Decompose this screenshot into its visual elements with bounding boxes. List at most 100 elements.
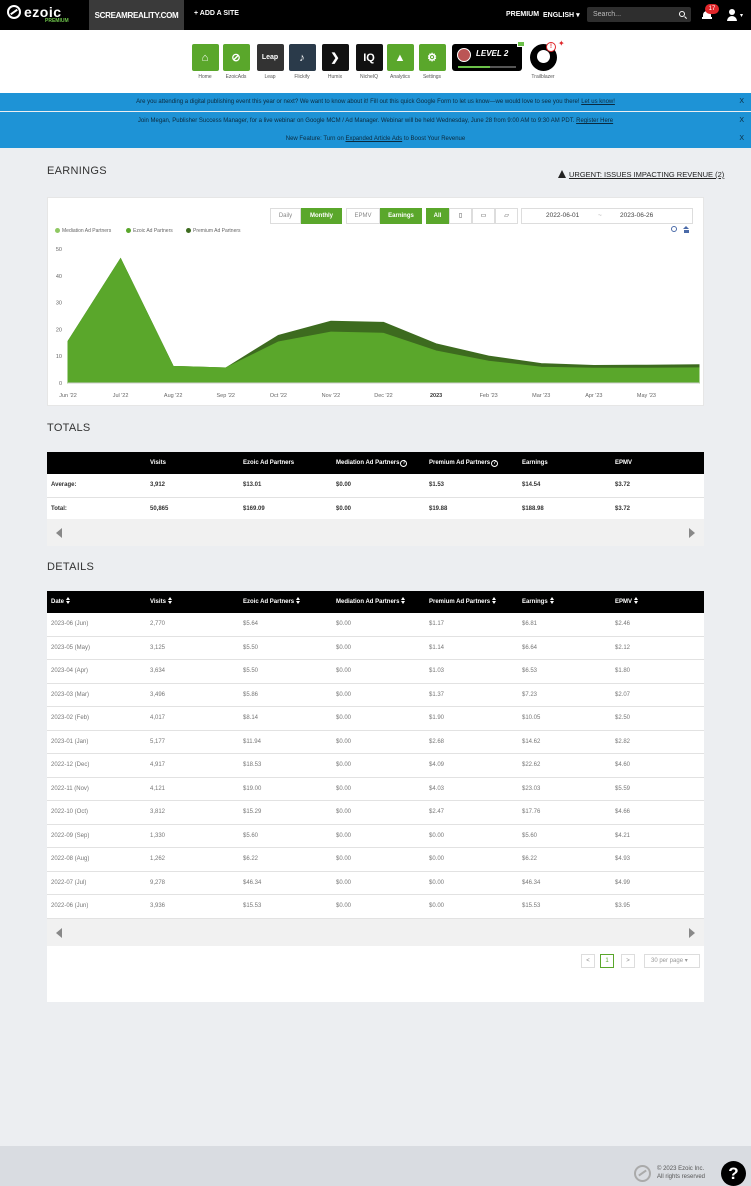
search-input[interactable]: Search... [587,7,691,22]
sort-icon[interactable] [66,597,71,604]
ezoicads-icon: ⊘ [222,44,250,71]
banner-link[interactable]: Register Here [576,118,614,124]
close-icon[interactable]: X [739,135,744,142]
user-menu-chevron-icon[interactable]: ▾ [740,13,744,19]
sort-icon[interactable] [492,597,497,604]
banner-text: Join Megan, Publisher Success Manager, f… [137,118,577,124]
table-cell: $5.64 [243,621,259,627]
table-cell: $0.00 [336,668,352,674]
app-flickify[interactable]: ♪ Flickify [288,44,316,80]
search-icon[interactable] [679,11,685,17]
column-header-label: Premium Ad Partners [429,460,491,466]
legend-swatch [186,228,191,233]
trailblazer-alert-icon: ! [546,42,556,52]
notifications-bell-icon[interactable] [702,9,712,20]
table-cell: $6.53 [522,668,538,674]
close-icon[interactable]: X [739,98,744,105]
help-icon[interactable]: ? [491,460,499,467]
ezoic-logo[interactable]: ezoic [7,5,62,19]
totals-table: Visits Ezoic Ad Partners Mediation Ad Part… [47,452,704,546]
table-row: 2023-02 (Feb) 4,017 $8.14 $0.00 $1.90 $10.05 $… [47,707,704,731]
sort-icon[interactable] [634,597,639,604]
add-site-link[interactable]: + ADD A SITE [194,10,239,17]
scroll-right-icon[interactable] [689,528,695,538]
app-nicheiq[interactable]: IQ NicheIQ [355,44,383,80]
language-selector[interactable]: ENGLISH ▾ [543,11,580,19]
help-icon[interactable]: ? [400,460,408,467]
date-range-picker[interactable]: 2022-06-01 ~ 2023-06-26 [521,208,693,224]
device-all[interactable]: All [426,208,449,224]
trailblazer-app[interactable]: Trailblazer [528,44,558,80]
column-header[interactable]: Date [51,591,71,613]
column-header-label: Mediation Ad Partners [336,460,400,466]
legend-item[interactable]: Mediation Ad Partners [55,228,111,234]
sort-icon[interactable] [296,597,301,604]
help-button[interactable]: ? [721,1161,746,1186]
app-settings[interactable]: ⚙ Settings [418,44,446,80]
table-row: 2023-04 (Apr) 3,634 $5.50 $0.00 $1.03 $6.53 $1… [47,660,704,684]
table-cell: $0.00 [336,785,352,792]
app-analytics[interactable]: ▲ Analytics [386,44,414,80]
urgent-issues-link[interactable]: URGENT: ISSUES IMPACTING REVENUE (2) [558,170,724,179]
pager-next-button[interactable]: > [621,954,635,968]
zoom-icon[interactable] [671,226,677,232]
close-icon[interactable]: X [739,117,744,124]
mail-icon[interactable] [517,41,525,47]
column-header[interactable]: Mediation Ad Partners [336,591,406,613]
app-ezoicads[interactable]: ⊘ EzoicAds [222,44,250,80]
table-cell: $1.53 [429,482,445,488]
sort-icon[interactable] [549,597,555,604]
scroll-left-icon[interactable] [56,528,62,538]
column-header[interactable]: Premium Ad Partners [429,591,497,613]
app-home[interactable]: ⌂ Home [191,44,219,80]
column-header-label: Ezoic Ad Partners [243,599,295,605]
table-cell: $4.60 [615,762,631,768]
legend-item[interactable]: Ezoic Ad Partners [126,228,173,234]
pager-page-1[interactable]: 1 [600,954,614,968]
table-cell: $0.00 [336,879,352,886]
device-tablet-icon[interactable]: ▭ [472,208,495,224]
banner-link[interactable]: Expanded Article Ads [345,136,403,142]
date-from: 2022-06-01 [546,212,580,219]
device-desktop-icon[interactable]: ▱ [495,208,518,224]
per-page-select[interactable]: 30 per page ▾ [644,954,700,968]
toggle-monthly[interactable]: Monthly [301,208,342,224]
totals-scrollbar[interactable] [47,519,704,546]
column-header: Earnings [522,452,548,474]
details-scrollbar[interactable] [47,919,704,946]
sort-icon[interactable] [167,597,173,604]
column-header[interactable]: EPMV [615,591,639,613]
table-cell: $0.00 [336,903,352,909]
table-cell: 2023-05 (May) [51,644,91,651]
premium-link[interactable]: PREMIUM [506,11,540,18]
site-selector[interactable]: SCREAMREALITY.COM [89,0,184,30]
banner-text: Are you attending a digital publishing e… [136,99,582,105]
app-humix[interactable]: ❯ Humix [321,44,349,80]
table-cell: 2023-03 (Mar) [51,691,90,698]
pager-prev-button[interactable]: < [581,954,595,968]
column-header[interactable]: Earnings [522,591,555,613]
table-cell: 2022-12 (Dec) [51,762,90,768]
scroll-left-icon[interactable] [56,928,62,938]
level-badge[interactable]: LEVEL 2 [452,44,522,71]
user-menu-icon[interactable] [726,9,738,21]
sort-icon[interactable] [401,597,406,604]
device-mobile-icon[interactable]: ▯ [449,208,472,224]
table-cell: $3.72 [615,482,631,488]
announcement-banner: Join Megan, Publisher Success Manager, f… [0,112,751,130]
table-row: Total: 50,865 $169.09 $0.00 $19.88 $188.98 $3.… [47,498,704,521]
legend-item[interactable]: Premium Ad Partners [186,228,241,234]
table-cell: $0.00 [429,856,445,862]
metric-epmv[interactable]: EPMV [346,208,380,224]
announcement-banner: New Feature: Turn on Expanded Article Ad… [0,130,751,148]
toggle-daily[interactable]: Daily [270,208,301,224]
table-cell: 1,262 [150,856,166,862]
metric-earnings[interactable]: Earnings [380,208,422,224]
banner-link[interactable]: Let us know! [581,99,615,105]
analytics-icon: ▲ [386,44,414,71]
column-header[interactable]: Visits [150,591,173,613]
column-header[interactable]: Ezoic Ad Partners [243,591,301,613]
reset-zoom-home-icon[interactable] [683,226,690,233]
app-leap[interactable]: Leap Leap [256,44,284,80]
scroll-right-icon[interactable] [689,928,695,938]
